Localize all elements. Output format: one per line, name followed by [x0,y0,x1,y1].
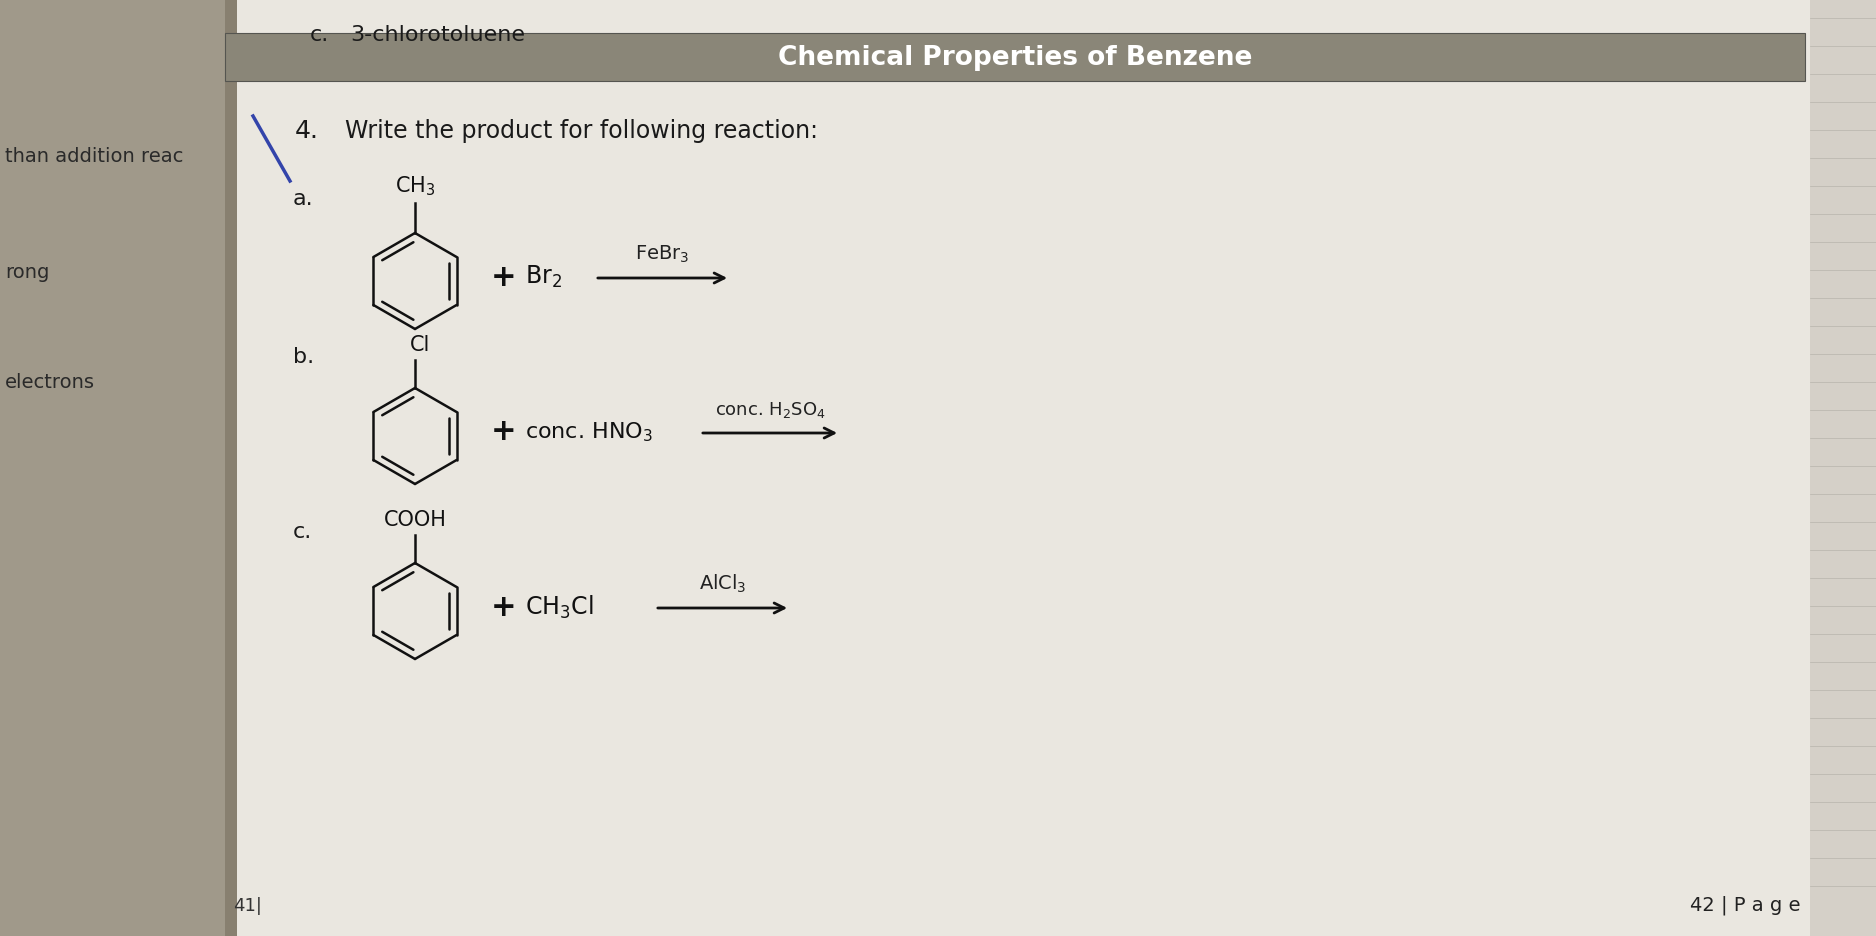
Text: b.: b. [293,346,313,367]
Text: Write the product for following reaction:: Write the product for following reaction… [345,119,818,143]
Text: rong: rong [6,262,49,281]
Bar [1810,0,1876,936]
Text: conc. HNO$_3$: conc. HNO$_3$ [525,419,653,444]
Text: $\mathbf{+}$: $\mathbf{+}$ [490,592,514,621]
Text: AlCl$_3$: AlCl$_3$ [698,572,747,594]
Text: c.: c. [293,521,311,541]
Text: 42 | P a g e: 42 | P a g e [1690,895,1799,914]
Text: 41|: 41| [233,896,263,914]
Text: FeBr$_3$: FeBr$_3$ [636,243,690,265]
Text: $\mathbf{+}$: $\mathbf{+}$ [490,417,514,446]
Text: 4.: 4. [295,119,319,143]
Text: COOH: COOH [383,509,446,530]
Text: electrons: electrons [6,373,96,391]
Text: Cl: Cl [409,335,430,355]
Text: than addition reac: than addition reac [6,147,184,167]
Bar [231,0,1810,936]
Text: Chemical Properties of Benzene: Chemical Properties of Benzene [779,45,1251,71]
Text: CH$_3$Cl: CH$_3$Cl [525,592,593,620]
Text: c.: c. [310,25,330,45]
Text: conc. H$_2$SO$_4$: conc. H$_2$SO$_4$ [715,400,825,419]
Bar [225,34,1805,82]
Bar [225,0,236,936]
Text: CH$_3$: CH$_3$ [394,174,435,197]
Text: Br$_2$: Br$_2$ [525,264,563,290]
Bar [0,0,231,936]
Text: 3-chlorotoluene: 3-chlorotoluene [351,25,525,45]
Text: $\mathbf{+}$: $\mathbf{+}$ [490,262,514,291]
Text: a.: a. [293,189,313,209]
